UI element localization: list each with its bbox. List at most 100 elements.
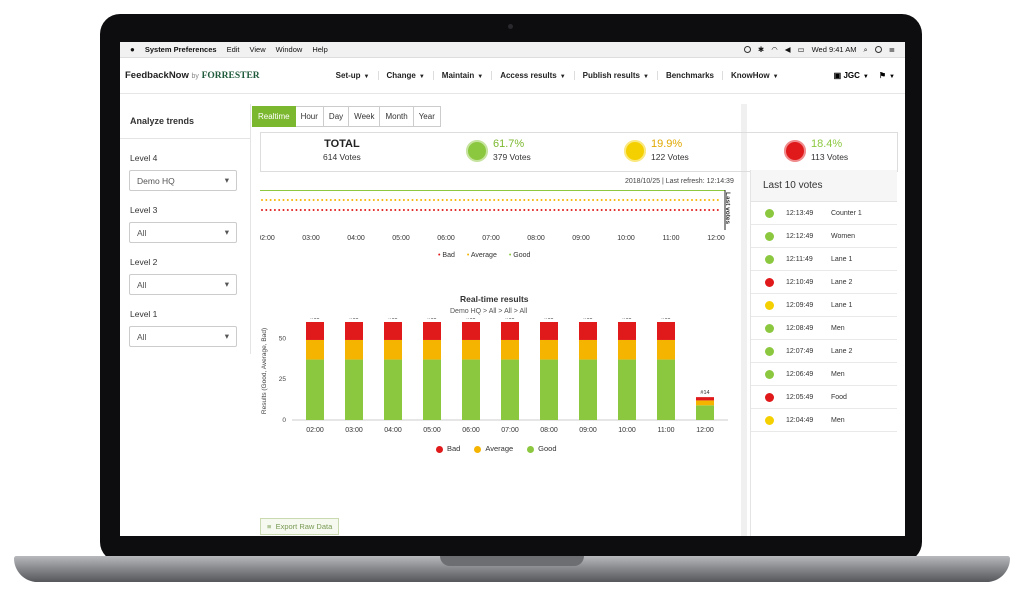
timeline-legend-average[interactable]: • Average bbox=[467, 252, 497, 259]
nav-change[interactable]: Change ▼ bbox=[379, 71, 434, 80]
average-vote-mark bbox=[454, 199, 457, 201]
bad-vote-mark bbox=[716, 209, 719, 211]
select-value: All bbox=[137, 227, 147, 238]
level-4-select[interactable]: Demo HQ ▾ bbox=[129, 170, 237, 191]
chart-legend-bad[interactable]: Bad bbox=[436, 444, 460, 453]
menubar-view[interactable]: View bbox=[249, 45, 266, 54]
level-3-select[interactable]: All ▾ bbox=[129, 222, 237, 243]
average-vote-mark bbox=[682, 199, 685, 201]
bar-total-label: #60 bbox=[427, 318, 436, 321]
bad-vote-mark bbox=[691, 209, 693, 211]
level-2-select[interactable]: All ▾ bbox=[129, 274, 237, 295]
tab-week[interactable]: Week bbox=[349, 106, 381, 127]
spotlight-icon[interactable]: ⌕ bbox=[863, 44, 868, 54]
bad-vote-mark bbox=[600, 209, 603, 211]
bad-vote-mark bbox=[544, 209, 547, 211]
menubar-app-name[interactable]: System Preferences bbox=[144, 45, 217, 54]
bar-bad bbox=[657, 322, 675, 340]
bad-vote-mark bbox=[579, 209, 582, 211]
menubar-clock[interactable]: Wed 9:41 AM bbox=[811, 45, 857, 54]
average-vote-mark bbox=[377, 199, 380, 201]
average-vote-mark bbox=[639, 199, 642, 201]
vote-row: 12:04:49 Men bbox=[751, 409, 897, 432]
vote-location: Food bbox=[831, 393, 847, 401]
average-vote-mark bbox=[510, 199, 513, 201]
apple-icon[interactable]: ● bbox=[130, 45, 135, 54]
select-value: Demo HQ bbox=[137, 175, 175, 186]
siri-icon[interactable] bbox=[874, 46, 882, 53]
bad-vote-mark bbox=[596, 209, 599, 211]
bar-total-label: #60 bbox=[310, 318, 319, 321]
average-vote-mark bbox=[600, 199, 603, 201]
time-machine-icon[interactable] bbox=[743, 46, 751, 53]
average-vote-mark bbox=[278, 199, 281, 201]
menubar-window[interactable]: Window bbox=[275, 45, 303, 54]
bad-vote-mark bbox=[316, 209, 319, 211]
bad-vote-mark bbox=[553, 209, 556, 211]
level-1-label: Level 1 bbox=[130, 309, 158, 319]
legend-text: Bad bbox=[442, 252, 455, 259]
average-vote-mark bbox=[691, 199, 693, 201]
battery-icon[interactable]: ▭ bbox=[797, 45, 805, 54]
chevron-down-icon: ▾ bbox=[224, 279, 229, 289]
average-vote-mark bbox=[402, 199, 405, 201]
timeline-legend-bad[interactable]: • Bad bbox=[438, 252, 455, 259]
nav-maintain[interactable]: Maintain ▼ bbox=[434, 71, 493, 80]
average-smiley-icon bbox=[765, 300, 774, 310]
feedbacknow-logo[interactable]: FeedbackNow by FORRESTER bbox=[125, 70, 260, 81]
bar-total-label: #60 bbox=[505, 318, 514, 321]
nav-publish-results[interactable]: Publish results ▼ bbox=[575, 71, 658, 80]
nav-set-up[interactable]: Set-up ▼ bbox=[328, 71, 379, 80]
volume-icon[interactable]: ◀ bbox=[784, 45, 791, 54]
nav-access-results[interactable]: Access results ▼ bbox=[492, 71, 575, 80]
nav-benchmarks[interactable]: Benchmarks bbox=[658, 71, 723, 80]
tab-realtime[interactable]: Realtime bbox=[252, 106, 296, 127]
bad-vote-mark bbox=[428, 209, 431, 211]
flag-menu[interactable]: ⚑ ▼ bbox=[878, 71, 895, 80]
average-vote-mark bbox=[497, 199, 500, 201]
bar-average bbox=[345, 339, 363, 360]
average-pct: 19.9% bbox=[651, 138, 683, 150]
last-votes-title: Last 10 votes bbox=[751, 170, 897, 202]
notification-center-icon[interactable]: ≣ bbox=[888, 45, 895, 54]
tab-month[interactable]: Month bbox=[380, 106, 414, 127]
select-value: All bbox=[137, 279, 147, 290]
average-vote-mark bbox=[286, 199, 289, 201]
bad-vote-mark bbox=[510, 209, 513, 211]
average-vote-mark bbox=[282, 199, 285, 201]
bad-vote-mark bbox=[484, 209, 487, 211]
user-menu[interactable]: ▣ JGC ▼ bbox=[833, 71, 869, 80]
nav-label: Maintain bbox=[441, 71, 475, 80]
bad-vote-mark bbox=[566, 209, 569, 211]
tab-year[interactable]: Year bbox=[413, 106, 441, 127]
bad-vote-mark bbox=[609, 209, 612, 211]
list-icon: ≡ bbox=[267, 522, 272, 531]
bad-vote-mark bbox=[450, 209, 453, 211]
timeline-legend: • Bad • Average • Good bbox=[438, 252, 530, 259]
total-votes: 614 Votes bbox=[323, 152, 361, 162]
menubar-edit[interactable]: Edit bbox=[226, 45, 240, 54]
bar-total-label: #60 bbox=[583, 318, 592, 321]
bad-vote-mark bbox=[531, 209, 534, 211]
menubar-help[interactable]: Help bbox=[312, 45, 328, 54]
chart-legend-average[interactable]: Average bbox=[474, 444, 513, 453]
scrollbar[interactable] bbox=[741, 104, 747, 536]
bad-vote-mark bbox=[308, 209, 311, 211]
legend-dot-icon bbox=[436, 445, 443, 453]
chart-legend-good[interactable]: Good bbox=[527, 444, 557, 453]
bad-vote-mark bbox=[682, 209, 685, 211]
average-vote-mark bbox=[415, 199, 418, 201]
wifi-icon[interactable]: ◠ bbox=[771, 45, 778, 54]
tab-hour[interactable]: Hour bbox=[295, 106, 324, 127]
level-1-select[interactable]: All ▾ bbox=[129, 326, 237, 347]
bluetooth-icon[interactable]: ✱ bbox=[757, 45, 765, 54]
chevron-down-icon: ▾ bbox=[224, 175, 229, 185]
average-vote-mark bbox=[295, 199, 298, 201]
export-raw-data-button[interactable]: ≡ Export Raw Data bbox=[260, 518, 340, 535]
tab-day[interactable]: Day bbox=[323, 106, 350, 127]
total-block: TOTAL 614 Votes bbox=[323, 138, 361, 162]
timeline-legend-good[interactable]: • Good bbox=[509, 252, 531, 259]
timeline-tick-label: 08:00 bbox=[527, 235, 545, 242]
average-vote-mark bbox=[506, 199, 509, 201]
nav-knowhow[interactable]: KnowHow ▼ bbox=[723, 71, 787, 80]
